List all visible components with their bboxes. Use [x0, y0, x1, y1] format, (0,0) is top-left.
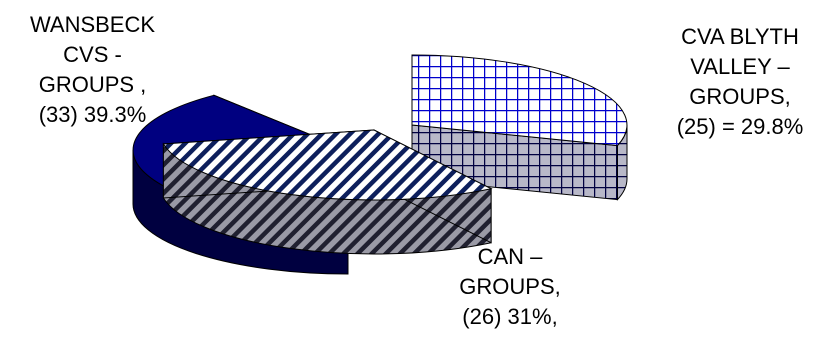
slice-label-line: CAN –	[477, 244, 543, 269]
slice-label-line: (25) = 29.8%	[676, 114, 804, 139]
slice-label-cva-blyth-valley: CVA BLYTH VALLEY – GROUPS, (25) = 29.8%	[640, 22, 835, 142]
slice-label-line: CVS -	[63, 42, 122, 67]
slice-label-line: (26) 31%,	[462, 304, 558, 329]
slice-cva-blyth-valley-top	[411, 54, 628, 147]
slice-label-line: VALLEY –	[690, 54, 790, 79]
slice-label-line: (33) 39.3%	[38, 102, 147, 127]
slice-label-line: CVA BLYTH	[681, 24, 799, 49]
slice-can-top	[162, 129, 493, 201]
slice-label-line: GROUPS ,	[38, 72, 147, 97]
slice-can	[162, 129, 493, 255]
slice-label-can: CAN – GROUPS, (26) 31%,	[425, 242, 595, 332]
slice-label-line: WANSBECK	[29, 12, 156, 37]
slice-label-line: GROUPS,	[689, 84, 791, 109]
slice-label-line: GROUPS,	[459, 274, 561, 299]
slice-label-wansbeck: WANSBECK CVS - GROUPS , (33) 39.3%	[0, 10, 185, 130]
